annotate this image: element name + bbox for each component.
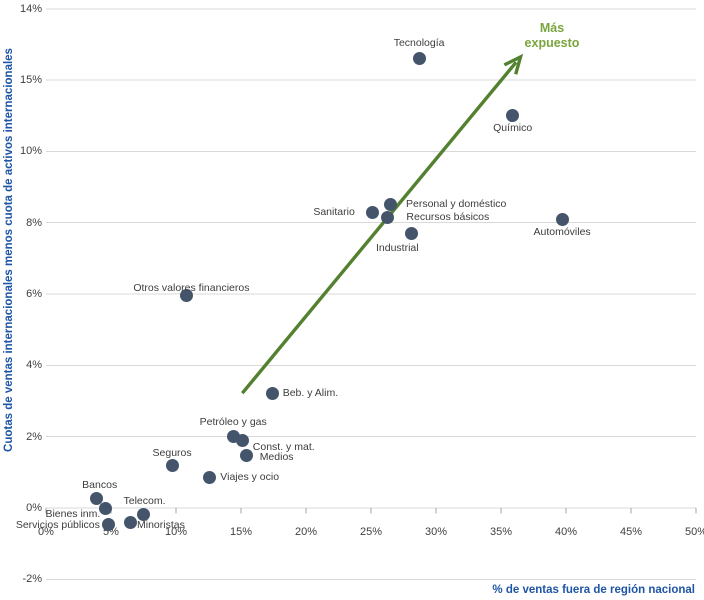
point-label-viajes-y-ocio: Viajes y ocio <box>220 471 280 484</box>
annotation-line-1: Más <box>539 21 565 35</box>
y-tick-label-4: 4% <box>26 359 42 372</box>
y-axis-title: Cuotas de ventas internacionales menos c… <box>3 48 16 452</box>
point-label-industrial: Industrial <box>375 241 419 254</box>
data-point-recursos-basicos <box>381 210 395 224</box>
x-tick-label-40: 40% <box>554 526 578 538</box>
point-label-recursos-basicos: Recursos básicos <box>406 210 490 223</box>
data-point-automoviles <box>555 212 569 226</box>
data-point-sanitario <box>365 205 379 219</box>
data-point-personal-y-domestico <box>384 198 397 212</box>
x-tick-label-0: 0% <box>38 526 54 538</box>
point-label-medios: Medios <box>259 451 294 464</box>
y-tick-label-8: 8% <box>26 216 42 229</box>
point-label-otros-valores-financieros: Otros valores financieros <box>133 282 250 295</box>
y-tick-label-15: 15% <box>19 74 42 87</box>
x-tick-label-25: 25% <box>359 526 383 538</box>
data-point-beb-y-alim <box>265 387 279 401</box>
y-tick-label-14: 14% <box>19 2 42 15</box>
point-label-tecnologia: Tecnología <box>393 37 445 50</box>
point-label-beb-y-alim: Beb. y Alim. <box>282 387 339 400</box>
y-tick-label-6: 6% <box>26 288 42 301</box>
more-exposed-arrow-head <box>503 53 524 75</box>
point-label-const-y-mat: Const. y mat. <box>252 440 315 453</box>
point-label-servicios-publicos: Servicios públicos <box>15 518 100 531</box>
data-point-viajes-y-ocio <box>203 471 217 485</box>
annotation-line-2: expuesto <box>524 35 580 50</box>
point-label-quimico: Químico <box>493 122 533 135</box>
point-label-personal-y-domestico: Personal y doméstico <box>406 198 507 211</box>
y-axis-title-container: Cuotas de ventas internacionales menos c… <box>0 0 18 500</box>
point-label-petroleo-y-gas: Petróleo y gas <box>199 416 267 429</box>
x-tick-label-45: 45% <box>619 526 643 538</box>
point-label-bienes-inm: Bienes inm. <box>45 507 101 520</box>
x-axis-title: % de ventas fuera de región nacional <box>492 584 695 596</box>
x-tick-label-20: 20% <box>294 526 318 538</box>
data-point-bancos <box>90 491 104 505</box>
more-exposed-annotation: Más expuesto <box>525 21 580 50</box>
data-point-const-y-mat <box>235 433 249 447</box>
y-tick-label-10: 10% <box>19 145 42 158</box>
data-point-tecnologia <box>412 52 426 66</box>
point-label-automoviles: Automóviles <box>533 225 591 238</box>
data-point-otros-valores-financieros <box>179 289 193 303</box>
data-point-quimico <box>506 109 520 123</box>
x-tick-label-10: 10% <box>164 526 188 538</box>
y-tick-label-2: -2% <box>22 573 42 586</box>
point-label-telecom: Telecom. <box>123 494 166 507</box>
point-label-sanitario: Sanitario <box>313 205 355 218</box>
x-tick-label-35: 35% <box>489 526 513 538</box>
more-exposed-arrow-shaft <box>240 61 518 395</box>
y-tick-label-0: 0% <box>26 502 42 514</box>
point-label-minoristas: Minoristas <box>137 518 185 531</box>
data-point-seguros <box>165 458 179 472</box>
data-point-minoristas <box>124 515 137 529</box>
point-label-bancos: Bancos <box>82 478 118 491</box>
data-point-telecom <box>137 507 150 521</box>
data-point-servicios-publicos <box>101 517 115 531</box>
y-tick-label-2: 2% <box>26 430 42 443</box>
x-tick-label-15: 15% <box>229 526 253 538</box>
point-label-seguros: Seguros <box>152 446 192 459</box>
x-tick-label-50: 50% <box>684 526 704 538</box>
data-point-bienes-inm <box>99 501 113 515</box>
data-point-medios <box>239 449 253 463</box>
data-point-industrial <box>404 226 418 240</box>
x-tick-label-30: 30% <box>424 526 448 538</box>
